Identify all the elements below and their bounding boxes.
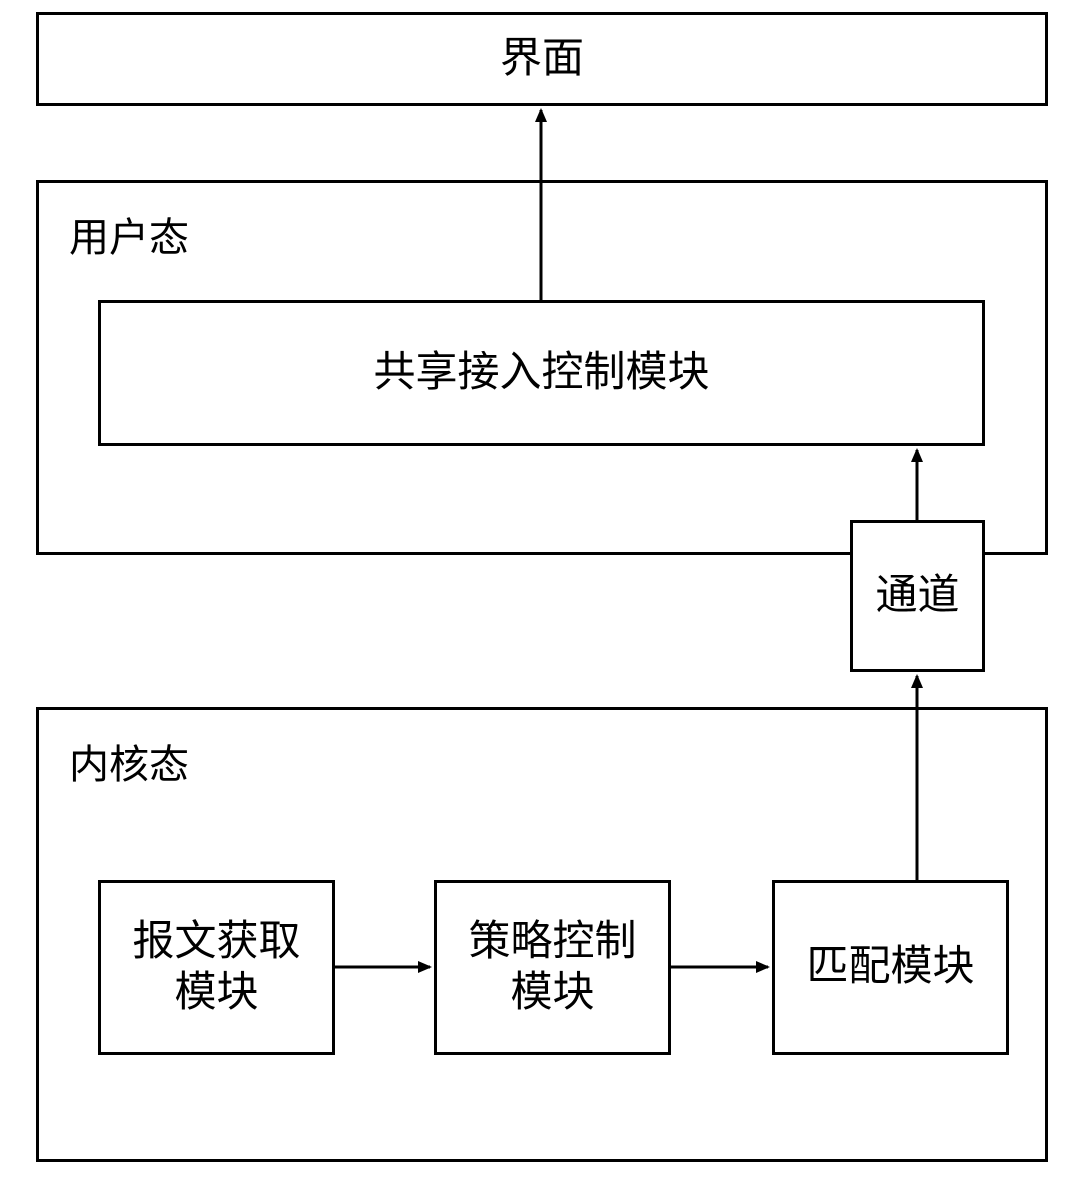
arrows-layer: [0, 0, 1081, 1202]
